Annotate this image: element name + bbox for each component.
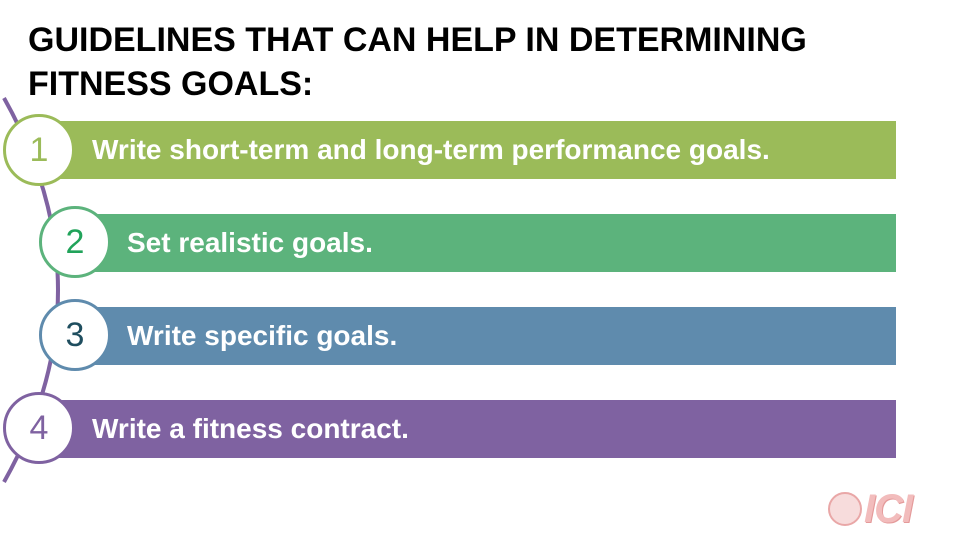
guideline-item-2: Set realistic goals. 2 [0,0,960,278]
guideline-text-3: Write specific goals. [127,320,398,351]
guideline-bar-2: Set realistic goals. [76,214,896,272]
number-circle-1: 1 [3,114,75,186]
guideline-text-2: Set realistic goals. [127,227,373,258]
logo-text: ICI [864,486,913,531]
seal-icon [828,492,862,526]
guideline-text-1: Write short-term and long-term performan… [92,134,770,165]
guideline-item-3: Write specific goals. 3 [0,0,960,371]
number-circle-4: 4 [3,392,75,464]
number-label-2: 2 [65,222,85,261]
number-label-3: 3 [65,315,85,354]
number-label-4: 4 [29,408,49,447]
ici-logo: ICI [828,487,932,531]
guideline-bar-3: Write specific goals. [76,307,896,365]
guideline-text-4: Write a fitness contract. [92,413,409,444]
guideline-bar-4: Write a fitness contract. [40,400,896,458]
number-circle-3: 3 [39,299,111,371]
guideline-item-4: Write a fitness contract. 4 [0,0,960,464]
guideline-item-1: Write short-term and long-term performan… [0,0,960,186]
number-circle-2: 2 [39,206,111,278]
number-label-1: 1 [29,130,49,169]
guideline-bar-1: Write short-term and long-term performan… [40,121,896,179]
slide-title: GUIDELINES THAT CAN HELP IN DETERMINING … [28,21,807,103]
